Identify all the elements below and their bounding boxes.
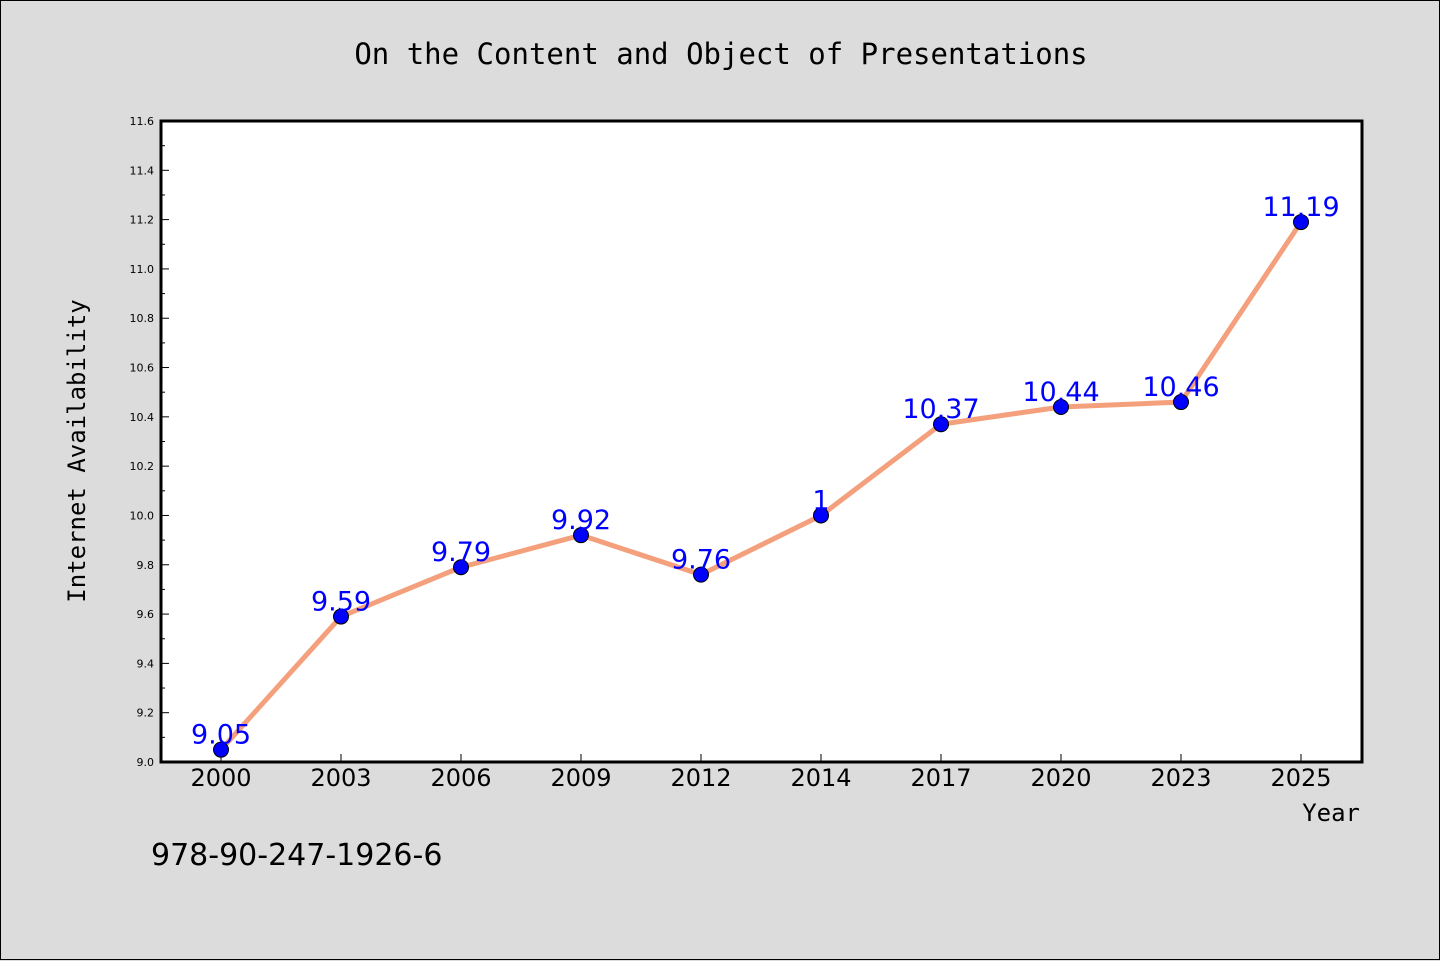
data-point — [573, 527, 589, 544]
data-point — [1053, 398, 1069, 415]
data-label: 9.79 — [431, 537, 491, 568]
data-point — [453, 559, 469, 576]
x-axis-label: Year — [1302, 799, 1360, 827]
y-tick-label: 11.4 — [130, 164, 155, 177]
y-tick-label: 10.8 — [130, 312, 155, 325]
data-label: 10.46 — [1142, 372, 1219, 403]
y-tick-label: 9.0 — [137, 756, 155, 769]
x-tick-label: 2017 — [910, 764, 971, 792]
data-label: 9.59 — [311, 587, 371, 618]
x-tick-label: 2000 — [190, 764, 251, 792]
x-tick-label: 2003 — [310, 764, 371, 792]
x-tick-label: 2025 — [1270, 764, 1331, 792]
y-tick-label: 11.0 — [130, 263, 155, 276]
x-tick-label: 2009 — [550, 764, 611, 792]
data-label: 10.44 — [1022, 377, 1099, 408]
y-tick-label: 10.0 — [130, 509, 155, 522]
data-label: 9.05 — [191, 720, 251, 751]
y-tick-label: 9.4 — [137, 657, 155, 670]
x-tick-label: 2006 — [430, 764, 491, 792]
y-tick-label: 10.6 — [130, 362, 155, 375]
y-tick-label: 11.6 — [130, 115, 155, 128]
data-label: 9.76 — [671, 545, 731, 576]
data-point — [1173, 394, 1189, 411]
data-point — [1293, 214, 1309, 231]
series-line — [218, 219, 1304, 753]
y-tick-label: 10.4 — [130, 411, 155, 424]
data-point — [213, 741, 229, 758]
data-point — [693, 566, 709, 583]
data-label: 10.37 — [902, 394, 979, 425]
y-tick-label: 11.2 — [130, 214, 155, 227]
y-tick-label: 9.6 — [137, 608, 155, 621]
y-tick-label: 10.2 — [130, 460, 155, 473]
data-point — [813, 507, 829, 524]
labels-layer: 9.05 9.59 9.79 9.92 9.76 1 10.37 10.44 10.46 11.1… — [191, 192, 1340, 751]
chart-title: On the Content and Object of Presentatio… — [354, 37, 1087, 71]
data-label: 11.19 — [1262, 192, 1339, 223]
line-layer — [218, 219, 1304, 753]
ticks-layer: 9.0 9.2 9.4 9.6 9.8 10.0 10.2 10.4 10.6 10.8 11.0 1… — [130, 115, 1332, 792]
data-point — [933, 416, 949, 433]
x-tick-label: 2012 — [670, 764, 731, 792]
footer-identifier: 978-90-247-1926-6 — [151, 838, 442, 873]
points-layer — [213, 214, 1309, 758]
data-point — [333, 608, 349, 625]
data-label: 1 — [812, 485, 829, 516]
y-tick-label: 9.8 — [137, 559, 155, 572]
y-tick-label: 9.2 — [137, 707, 155, 720]
x-tick-label: 2023 — [1150, 764, 1211, 792]
data-label: 9.92 — [551, 505, 611, 536]
x-tick-label: 2014 — [790, 764, 851, 792]
x-tick-label: 2020 — [1030, 764, 1091, 792]
plot-area — [159, 119, 1364, 764]
y-axis-label: Internet Availability — [63, 299, 91, 602]
